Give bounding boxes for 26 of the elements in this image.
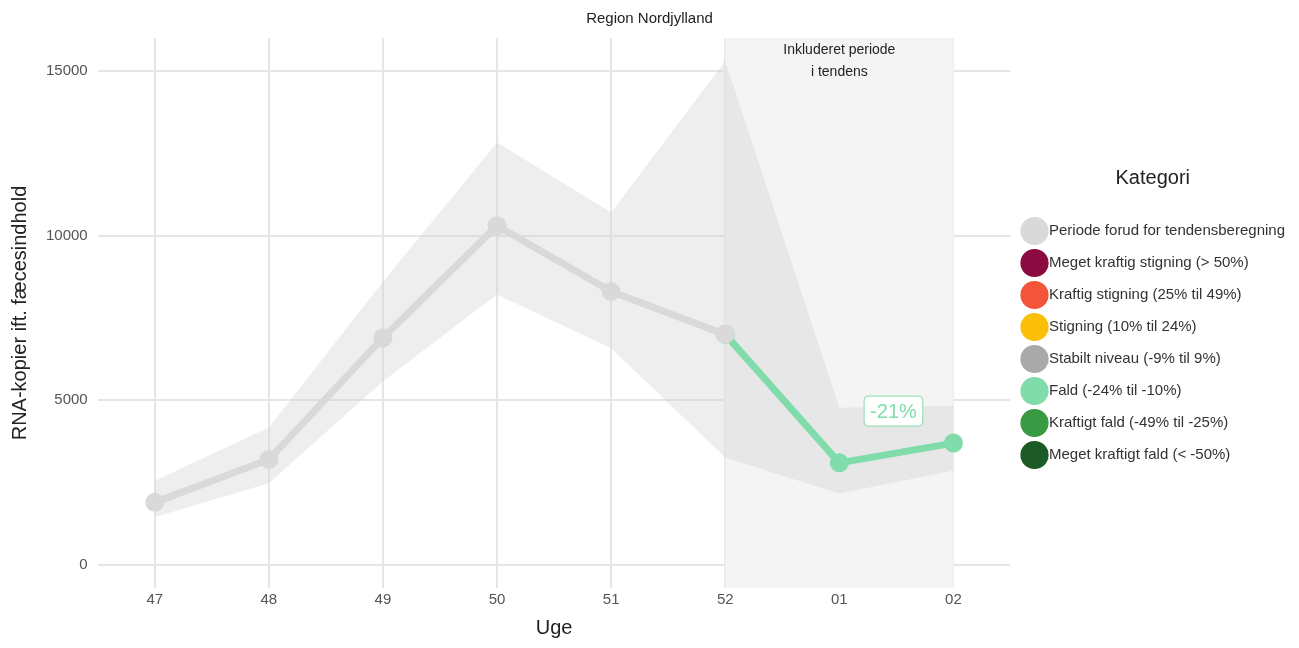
chart-title: Region Nordjylland bbox=[586, 9, 713, 27]
x-tick-label: 02 bbox=[945, 590, 962, 608]
x-tick-label: 47 bbox=[146, 590, 164, 608]
legend-title: Kategori bbox=[1115, 166, 1190, 189]
x-tick-label: 51 bbox=[602, 590, 620, 608]
y-tick-label: 15000 bbox=[45, 61, 88, 79]
legend-label: Stabilt niveau (-9% til 9%) bbox=[1049, 349, 1221, 367]
legend-label: Meget kraftig stigning (> 50%) bbox=[1049, 253, 1249, 271]
annotation: -21% bbox=[870, 399, 917, 422]
legend-label: Kraftig stigning (25% til 49%) bbox=[1049, 285, 1242, 303]
legend-label: Periode forud for tendensberegning bbox=[1049, 221, 1286, 239]
x-tick-label: 48 bbox=[260, 590, 278, 608]
legend-label: Stigning (10% til 24%) bbox=[1049, 317, 1197, 335]
x-tick-label: 01 bbox=[831, 590, 848, 608]
x-tick-label: 52 bbox=[716, 590, 734, 608]
legend-label: Meget kraftigt fald (< -50%) bbox=[1049, 445, 1231, 463]
y-axis-title: RNA-kopier ift. fæcesindhold bbox=[7, 185, 30, 441]
band-label: Inkluderet periode i tendens bbox=[783, 40, 896, 79]
x-axis-title: Uge bbox=[535, 615, 573, 638]
legend-label: Fald (-24% til -10%) bbox=[1049, 381, 1182, 399]
legend-label: Kraftigt fald (-49% til -25%) bbox=[1049, 413, 1229, 431]
x-tick-label: 50 bbox=[488, 590, 506, 608]
x-tick-label: 49 bbox=[374, 590, 392, 608]
y-tick-label: 10000 bbox=[45, 225, 88, 243]
y-tick-label: 5000 bbox=[54, 390, 88, 408]
y-tick-label: 0 bbox=[79, 555, 88, 573]
